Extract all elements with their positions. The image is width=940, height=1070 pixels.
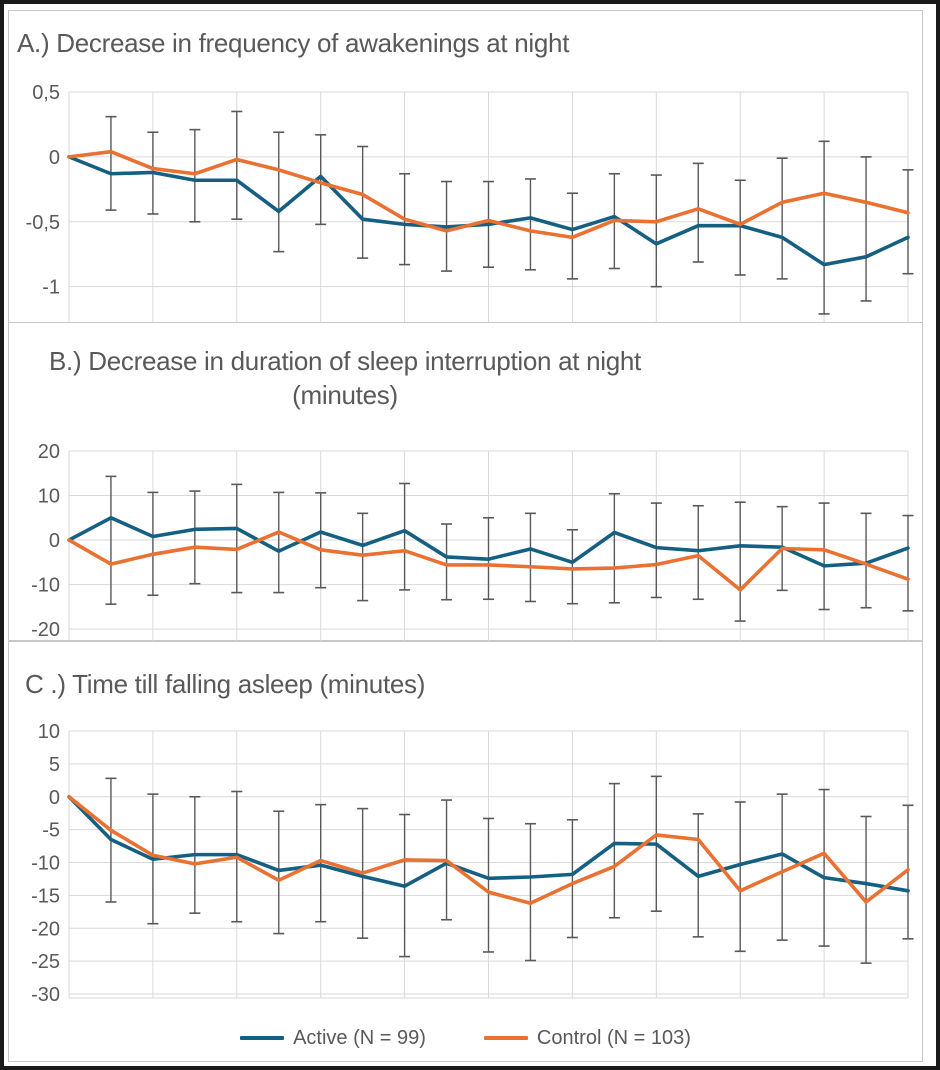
panel-chart-b: 20 10 0 -10 -20 B.) Decrease in duration of … [8, 322, 923, 642]
y-tick-label: 10 [38, 721, 60, 743]
chart-b-title-line1: B.) Decrease in duration of sleep interr… [49, 346, 641, 376]
y-tick-label: -15 [31, 885, 60, 907]
y-tick-label: -0,5 [26, 212, 60, 234]
y-tick-label: 0 [49, 147, 60, 169]
chart-b-plot: 20 10 0 -10 -20 [31, 441, 914, 642]
legend: Active (N = 99) Control (N = 103) [9, 1018, 922, 1058]
y-tick-label: 0 [49, 530, 60, 552]
series-line-control [67, 794, 910, 906]
y-tick-label: 0 [49, 787, 60, 809]
y-tick-label: 0,5 [32, 82, 60, 104]
legend-item-active: Active (N = 99) [240, 1027, 426, 1050]
y-tick-label: -5 [42, 820, 60, 842]
y-tick-label: 20 [38, 441, 60, 463]
y-tick-label: 5 [49, 754, 60, 776]
y-tick-label: -10 [31, 575, 60, 597]
chart-b-title: B.) Decrease in duration of sleep interr… [25, 345, 665, 413]
control-line-swatch [483, 1036, 528, 1040]
y-tick-label: -25 [31, 951, 60, 973]
series-line-active [67, 515, 910, 568]
y-tick-label: 10 [38, 486, 60, 508]
series-line-active [67, 155, 910, 267]
chart-c-plot: 10 5 0 -5 -10 -15 -20 -25 -30 [31, 721, 914, 1006]
series-line-active [67, 794, 910, 893]
series-line-control [67, 149, 910, 240]
y-tick-label: -30 [31, 984, 60, 1006]
chart-b-title-line2: (minutes) [292, 379, 398, 410]
y-tick-label: -1 [42, 277, 60, 299]
y-tick-label: -10 [31, 853, 60, 875]
legend-label-active: Active (N = 99) [293, 1026, 426, 1049]
series-line-control [67, 530, 910, 592]
legend-label-control: Control (N = 103) [536, 1026, 691, 1049]
chart-c-title: C .) Time till falling asleep (minutes) [25, 669, 426, 699]
y-tick-label: -20 [31, 619, 60, 641]
legend-item-control: Control (N = 103) [483, 1026, 691, 1050]
chart-a-title: A.) Decrease in frequency of awakenings … [17, 28, 570, 58]
panel-chart-a: 0,5 0 -0,5 -1 A.) Decrease in frequency of … [8, 10, 923, 326]
panel-chart-c: 10 5 0 -5 -10 -15 -20 -25 -30 C .) Time till fal… [8, 641, 923, 1062]
chart-a-plot: 0,5 0 -0,5 -1 [26, 82, 914, 324]
y-tick-label: -20 [31, 918, 60, 940]
active-line-swatch [240, 1036, 285, 1040]
